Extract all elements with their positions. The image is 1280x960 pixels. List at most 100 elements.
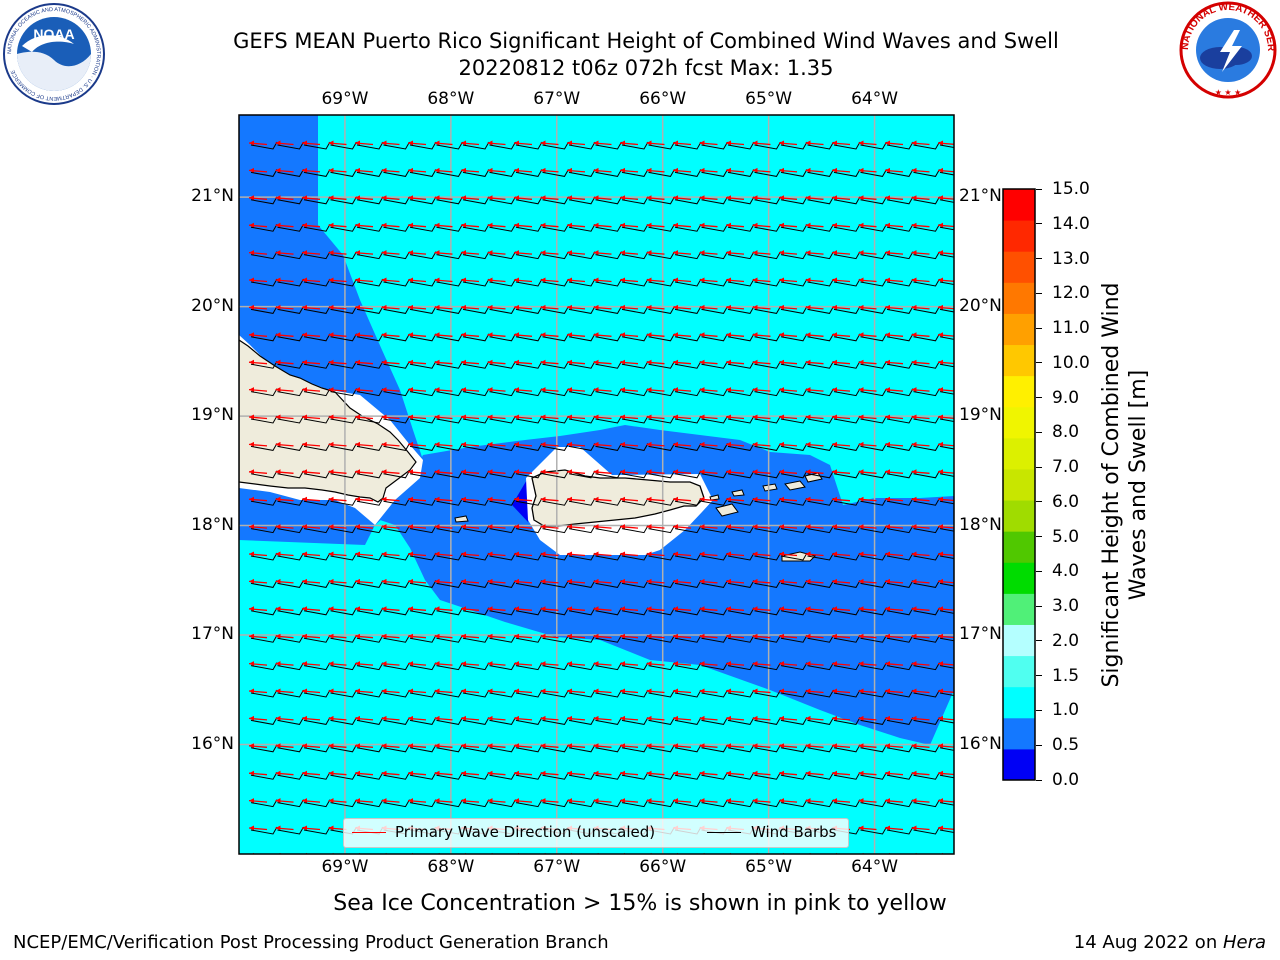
- colorbar-tick-label: 5.0: [1052, 526, 1080, 547]
- wind-barb: [489, 607, 516, 616]
- wave-arrow-head: [514, 332, 519, 338]
- wind-barb: [356, 607, 384, 616]
- wind-barb: [621, 251, 649, 260]
- wave-arrow-head: [514, 304, 519, 310]
- wind-barb: [595, 141, 622, 150]
- wind-barb: [489, 552, 516, 561]
- wind-barb: [515, 580, 543, 588]
- wave-arrow-head: [938, 825, 943, 831]
- wave-arrow-head: [858, 332, 864, 338]
- colorbar-tick-mark: [1036, 188, 1042, 190]
- wave-arrow-head: [779, 551, 784, 557]
- wind-barb: [648, 580, 675, 588]
- wave-arrow-head: [461, 770, 466, 776]
- wave-arrow-head: [540, 140, 546, 146]
- wind-barb: [833, 470, 861, 479]
- wave-arrow-head: [779, 222, 784, 228]
- wind-barb: [489, 360, 516, 369]
- wave-arrow-head: [540, 250, 546, 256]
- wave-arrow-head: [328, 250, 334, 256]
- wind-barb: [462, 141, 490, 150]
- wave-arrow-head: [858, 496, 864, 502]
- wave-arrow-head: [646, 277, 652, 283]
- wind-barb: [356, 799, 384, 808]
- wind-barb: [595, 360, 622, 369]
- wind-barb: [754, 771, 781, 780]
- wave-arrow-head: [487, 715, 493, 721]
- colorbar-cell: [1003, 562, 1035, 594]
- wind-barb: [833, 415, 861, 424]
- wave-arrow-head: [620, 633, 625, 639]
- wave-arrow-head: [673, 496, 678, 502]
- wind-barb: [727, 662, 755, 671]
- wave-arrow-head: [461, 140, 466, 146]
- wave-arrow-head: [779, 332, 784, 338]
- wind-barb: [648, 717, 675, 725]
- wave-arrow-head: [434, 441, 440, 447]
- wave-arrow-head: [487, 661, 493, 667]
- wind-barb: [860, 333, 887, 342]
- wave-arrow-head: [726, 661, 731, 667]
- wave-arrow-head: [805, 167, 811, 173]
- wave-arrow-head: [434, 578, 440, 584]
- colorbar-cell: [1003, 406, 1035, 439]
- wind-barb: [939, 692, 954, 697]
- wave-arrow-head: [593, 551, 599, 557]
- wave-arrow-head: [779, 496, 784, 502]
- wave-arrow-head: [381, 688, 387, 694]
- wind-barb: [939, 226, 954, 231]
- wave-arrow-head: [249, 195, 254, 201]
- wave-arrow-head: [328, 606, 334, 612]
- wave-arrow-head: [487, 277, 493, 283]
- wave-arrow-head: [673, 387, 678, 393]
- wave-arrow-head: [726, 167, 731, 173]
- wind-barb: [568, 141, 596, 150]
- wind-barb: [886, 169, 914, 177]
- sea-ice-caption: Sea Ice Concentration > 15% is shown in …: [333, 891, 947, 916]
- wave-arrow-head: [938, 633, 943, 639]
- wind-barb: [436, 333, 463, 342]
- wave-arrow-head: [381, 359, 387, 365]
- wind-barb: [383, 251, 410, 260]
- wind-barb: [436, 744, 463, 753]
- wind-barb: [330, 388, 357, 397]
- wind-barb: [568, 771, 596, 780]
- wave-arrow-head: [381, 551, 387, 557]
- wave-arrow-head: [779, 387, 784, 393]
- wind-barb: [330, 497, 357, 506]
- wind-barb: [277, 223, 304, 232]
- wind-barb: [701, 196, 728, 205]
- wind-barb: [330, 333, 357, 342]
- wave-arrow-head: [461, 524, 466, 530]
- colorbar: [1002, 188, 1036, 781]
- wind-barb: [727, 141, 755, 150]
- wind-barb: [409, 744, 437, 753]
- wind-barb: [886, 470, 914, 479]
- wave-arrow-head: [620, 715, 625, 721]
- wave-arrow-head: [646, 359, 652, 365]
- wave-arrow-head: [434, 770, 440, 776]
- wind-barb: [780, 169, 808, 177]
- wind-barb: [568, 552, 596, 561]
- wind-barb: [409, 634, 437, 643]
- lon-top-label: 64°W: [851, 89, 899, 109]
- wind-barb: [250, 443, 278, 451]
- wave-arrow-head: [620, 414, 625, 420]
- wind-barb: [860, 497, 887, 506]
- wave-arrow-head: [938, 332, 943, 338]
- wave-arrow-head: [302, 359, 307, 365]
- wave-arrow-head: [593, 770, 599, 776]
- wave-arrow-head: [752, 250, 758, 256]
- wind-barb: [807, 333, 834, 342]
- wave-arrow-head: [752, 277, 758, 283]
- wave-arrow-head: [885, 578, 890, 584]
- colorbar-tick-mark: [1036, 570, 1042, 572]
- wind-barb: [780, 634, 808, 643]
- wave-arrow-head: [752, 222, 758, 228]
- wave-arrow-head: [726, 688, 731, 694]
- wave-arrow-head: [249, 304, 254, 310]
- wind-barb: [383, 141, 410, 150]
- wave-arrow-head: [911, 195, 917, 201]
- wave-arrow-head: [885, 195, 890, 201]
- wind-barb: [251, 854, 277, 861]
